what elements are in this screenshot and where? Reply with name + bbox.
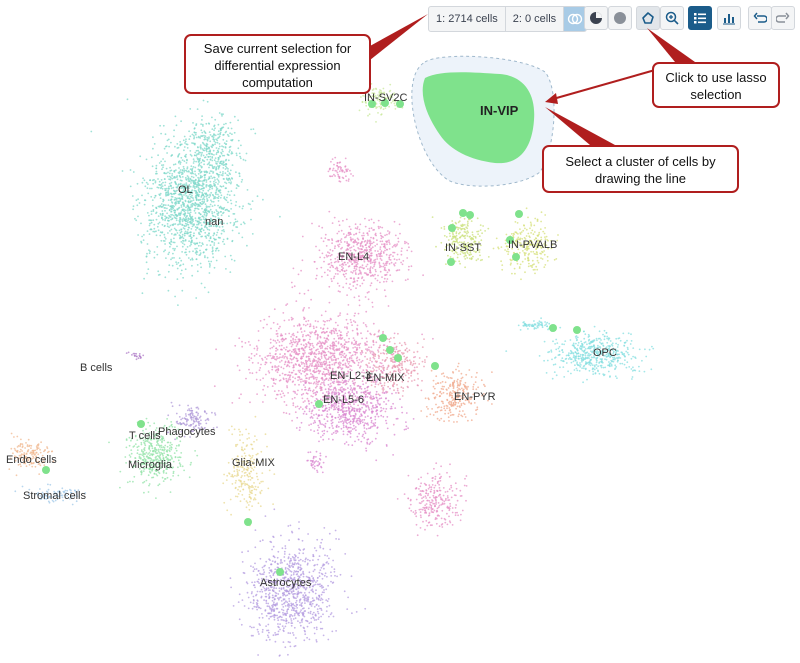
zoom-in-icon: [665, 11, 679, 25]
cluster-points-ol[interactable]: [178, 99, 257, 196]
pie-chart-button[interactable]: [584, 6, 608, 30]
selection-2-button[interactable]: 2: 0 cells: [506, 7, 565, 31]
dot-mode-button[interactable]: [608, 6, 632, 30]
callout-save-line-1: Save current selection for: [203, 41, 352, 56]
legend-button[interactable]: [688, 6, 712, 30]
cluster-points-in-sst[interactable]: [431, 214, 490, 269]
cluster-label-in-sst[interactable]: IN-SST: [445, 242, 482, 254]
redo-button[interactable]: [771, 6, 795, 30]
cluster-points-stromal-cells[interactable]: [14, 483, 87, 506]
cluster-points-phagocytes[interactable]: [167, 401, 218, 441]
selection-group: 1: 2714 cells 2: 0 cells: [428, 6, 588, 32]
cluster-points-endo-cells[interactable]: [0, 432, 55, 477]
cluster-points-en-l5-6[interactable]: [288, 368, 415, 462]
cluster-label-stromal-cells[interactable]: Stromal cells: [23, 490, 86, 502]
cluster-label-in-sv2c[interactable]: IN-SV2C: [364, 92, 408, 104]
zoom-button[interactable]: [660, 6, 684, 30]
cluster-points-astrocytes[interactable]: [229, 508, 367, 663]
toolbar: 1: 2714 cells 2: 0 cells: [0, 6, 800, 32]
callout-save-line-2: differential expression: [214, 58, 341, 73]
cluster-points-en-l4[interactable]: [396, 462, 468, 537]
lasso-button[interactable]: [636, 6, 660, 30]
cluster-points-in-pvalb[interactable]: [492, 207, 559, 281]
cluster-points-en-l4[interactable]: [327, 156, 355, 183]
cluster-points-opc[interactable]: [505, 325, 655, 384]
callout-cluster-selection: Select a cluster of cells by drawing the…: [542, 145, 739, 193]
callout-cluster-line-2: drawing the line: [594, 171, 687, 186]
cluster-points-glia-mix[interactable]: [222, 415, 276, 527]
cluster-label-en-l2-3[interactable]: EN-L2-3: [330, 370, 371, 382]
cluster-label-in-pvalb[interactable]: IN-PVALB: [508, 239, 558, 251]
pie-chart-icon: [590, 12, 602, 24]
selected-cell-markers: [42, 209, 581, 576]
cluster-label-en-l5-6[interactable]: EN-L5-6: [323, 394, 364, 406]
cluster-label-glia-mix[interactable]: Glia-MIX: [232, 457, 275, 469]
callout-lasso-line-1: Click to use lasso: [665, 70, 767, 85]
circle-icon: [614, 12, 626, 24]
cluster-label-b-cells[interactable]: B cells: [80, 362, 113, 374]
cluster-label-phagocytes[interactable]: Phagocytes: [158, 426, 216, 438]
callout-lasso-line-2: selection: [690, 87, 742, 102]
cluster-points-microglia[interactable]: [108, 417, 199, 499]
cluster-label-opc[interactable]: OPC: [593, 347, 617, 359]
redo-icon: [776, 12, 790, 23]
selection-1-button[interactable]: 1: 2714 cells: [429, 7, 506, 31]
list-icon: [694, 13, 706, 24]
cluster-points-in-sv2c[interactable]: [358, 83, 404, 123]
cluster-points-en-pyr[interactable]: [420, 362, 493, 423]
callout-cluster-line-1: Select a cluster of cells by: [565, 154, 716, 169]
cluster-label-en-l4[interactable]: EN-L4: [338, 251, 370, 263]
undo-icon: [753, 12, 767, 23]
bar-chart-icon: [723, 14, 735, 25]
cluster-label-en-mix[interactable]: EN-MIX: [366, 372, 405, 384]
cluster-label-in-vip[interactable]: IN-VIP: [480, 103, 519, 118]
cluster-label-nan[interactable]: nan: [205, 216, 224, 228]
cluster-label-endo-cells[interactable]: Endo cells: [6, 454, 57, 466]
venn-save-icon: [567, 13, 583, 25]
cluster-points-b-cells[interactable]: [125, 351, 145, 361]
callout-save-line-3: computation: [242, 75, 313, 90]
cluster-label-en-pyr[interactable]: EN-PYR: [454, 391, 496, 403]
cluster-points-en-l2-3[interactable]: [213, 274, 434, 430]
callout-save-selection: Save current selection for differential …: [184, 34, 371, 94]
histogram-button[interactable]: [717, 6, 741, 30]
cluster-points-en-l4[interactable]: [292, 210, 425, 304]
cluster-label-microglia[interactable]: Microglia: [128, 459, 173, 471]
cluster-label-astrocytes[interactable]: Astrocytes: [260, 577, 312, 589]
callout-lasso: Click to use lasso selection: [652, 62, 780, 108]
save-selection-button[interactable]: [564, 7, 587, 31]
cluster-points-en-l5-6[interactable]: [306, 450, 327, 474]
cluster-label-ol[interactable]: OL: [178, 184, 193, 196]
cluster-points-opc[interactable]: [517, 317, 551, 331]
cluster-points-en-mix[interactable]: [360, 329, 435, 400]
lasso-icon: [642, 12, 654, 24]
cluster-label-t-cells[interactable]: T cells: [129, 430, 161, 442]
